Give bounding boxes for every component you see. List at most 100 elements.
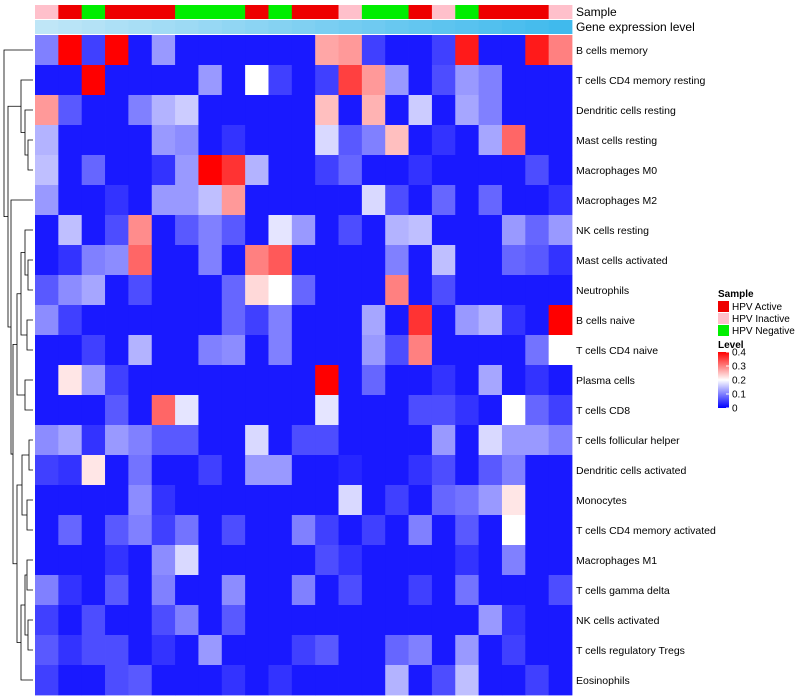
heatmap-cell xyxy=(128,185,153,216)
heatmap-cell xyxy=(291,335,316,366)
heatmap-cell xyxy=(268,605,293,636)
heatmap-cell xyxy=(175,335,199,366)
row-label: Monocytes xyxy=(576,495,627,507)
heatmap-cell xyxy=(105,425,129,456)
heatmap-cell xyxy=(198,305,223,336)
heatmap-cell xyxy=(198,155,223,186)
sample-legend-label: HPV Inactive xyxy=(732,314,790,325)
heatmap-cell xyxy=(105,335,129,366)
heatmap-cell xyxy=(175,545,199,576)
heatmap-cell xyxy=(315,275,339,306)
heatmap-cell xyxy=(478,245,503,276)
heatmap-cell xyxy=(431,365,456,396)
heatmap-cell xyxy=(501,215,526,246)
heatmap-cell xyxy=(58,515,83,546)
heatmap-cell xyxy=(35,245,59,276)
heatmap-cell xyxy=(338,485,363,516)
heatmap-cell xyxy=(548,335,573,366)
heatmap-cell xyxy=(385,155,409,186)
heatmap-cell xyxy=(268,275,293,306)
heatmap-cell xyxy=(268,425,293,456)
dendrogram-branch xyxy=(20,604,33,681)
heatmap-cell xyxy=(58,425,83,456)
heatmap-cell xyxy=(408,335,433,366)
heatmap-cell xyxy=(361,305,386,336)
heatmap-cell xyxy=(245,215,269,246)
heatmap-cell xyxy=(221,545,246,576)
heatmap-cell xyxy=(245,425,269,456)
heatmap-cell xyxy=(291,125,316,156)
heatmap-cell xyxy=(455,455,480,486)
heatmap-cell xyxy=(501,185,526,216)
heatmap-cell xyxy=(245,605,269,636)
heatmap-cell xyxy=(478,365,503,396)
heatmap-cell xyxy=(408,35,433,66)
row-label: B cells memory xyxy=(576,45,649,57)
heatmap-cell xyxy=(361,275,386,306)
heatmap-cell xyxy=(58,215,83,246)
heatmap-cell xyxy=(338,425,363,456)
gene-expression-annotation-cell xyxy=(385,20,409,34)
row-label: Macrophages M2 xyxy=(576,195,657,207)
heatmap-cell xyxy=(175,305,199,336)
heatmap-cell xyxy=(478,185,503,216)
heatmap-cell xyxy=(338,665,363,696)
heatmap-cell xyxy=(128,605,153,636)
heatmap-cell xyxy=(501,635,526,666)
heatmap-cell xyxy=(151,305,176,336)
heatmap-cell xyxy=(431,395,456,426)
row-label: T cells follicular helper xyxy=(576,435,680,447)
heatmap-cell xyxy=(35,485,59,516)
heatmap-cell xyxy=(128,575,153,606)
row-label: T cells CD4 memory activated xyxy=(576,525,716,537)
heatmap-cell xyxy=(455,95,480,126)
heatmap-cell xyxy=(478,275,503,306)
heatmap-cell xyxy=(385,455,409,486)
sample-annotation-cell xyxy=(525,5,550,19)
heatmap-cell xyxy=(338,365,363,396)
heatmap-cell xyxy=(105,605,129,636)
heatmap-cell xyxy=(385,65,409,96)
heatmap-cell xyxy=(548,395,573,426)
heatmap-cell xyxy=(221,35,246,66)
heatmap-cell xyxy=(478,155,503,186)
heatmap-cell xyxy=(525,275,550,306)
heatmap-cell xyxy=(221,455,246,486)
heatmap-cell xyxy=(105,485,129,516)
heatmap-cell xyxy=(81,95,106,126)
heatmap-cell xyxy=(385,215,409,246)
gene-expression-annotation-cell xyxy=(361,20,386,34)
heatmap-cell xyxy=(315,335,339,366)
gene-expression-annotation-bar xyxy=(35,20,573,34)
heatmap-cell xyxy=(245,395,269,426)
heatmap-cell xyxy=(35,335,59,366)
heatmap-cell xyxy=(385,95,409,126)
heatmap-cell xyxy=(385,185,409,216)
heatmap-cell xyxy=(58,275,83,306)
heatmap-cell xyxy=(35,65,59,96)
heatmap-cell xyxy=(385,125,409,156)
heatmap-cell xyxy=(361,245,386,276)
heatmap-cell xyxy=(58,485,83,516)
gene-expression-annotation-cell xyxy=(408,20,433,34)
row-label: NK cells resting xyxy=(576,225,649,237)
heatmap-cell xyxy=(408,155,433,186)
heatmap-cell xyxy=(81,485,106,516)
heatmap-cell xyxy=(408,515,433,546)
gene-expression-annotation-cell xyxy=(268,20,293,34)
heatmap-cell xyxy=(315,425,339,456)
heatmap-cell xyxy=(291,275,316,306)
heatmap-cell xyxy=(151,425,176,456)
heatmap-cells xyxy=(35,35,573,696)
heatmap-cell xyxy=(105,245,129,276)
heatmap-cell xyxy=(81,515,106,546)
heatmap-cell xyxy=(105,65,129,96)
heatmap-cell xyxy=(58,95,83,126)
heatmap-cell xyxy=(81,155,106,186)
heatmap-cell xyxy=(268,185,293,216)
heatmap-cell xyxy=(455,185,480,216)
heatmap-cell xyxy=(175,635,199,666)
heatmap-cell xyxy=(548,485,573,516)
heatmap-cell xyxy=(128,305,153,336)
gene-expression-annotation-cell xyxy=(478,20,503,34)
